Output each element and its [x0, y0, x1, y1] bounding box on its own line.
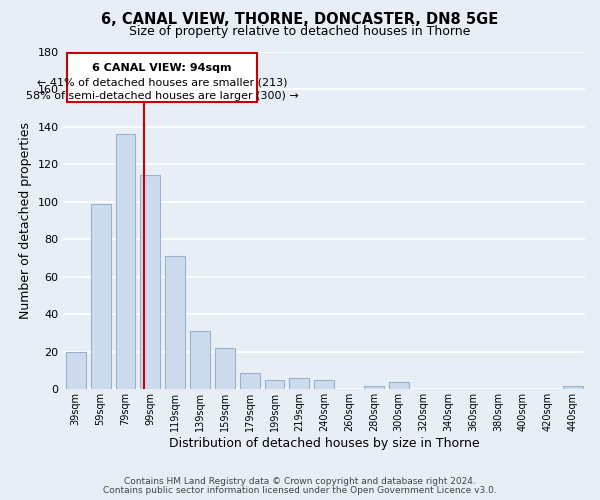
Bar: [389, 382, 409, 390]
X-axis label: Distribution of detached houses by size in Thorne: Distribution of detached houses by size …: [169, 437, 479, 450]
Bar: [314, 380, 334, 390]
Text: 58% of semi-detached houses are larger (300) →: 58% of semi-detached houses are larger (…: [26, 91, 298, 101]
Bar: [289, 378, 309, 390]
Bar: [140, 176, 160, 390]
Text: 6, CANAL VIEW, THORNE, DONCASTER, DN8 5GE: 6, CANAL VIEW, THORNE, DONCASTER, DN8 5G…: [101, 12, 499, 28]
Bar: [215, 348, 235, 390]
Text: Size of property relative to detached houses in Thorne: Size of property relative to detached ho…: [130, 25, 470, 38]
FancyBboxPatch shape: [67, 54, 257, 102]
Bar: [240, 372, 260, 390]
Bar: [190, 331, 210, 390]
Bar: [165, 256, 185, 390]
Bar: [91, 204, 110, 390]
Y-axis label: Number of detached properties: Number of detached properties: [19, 122, 32, 319]
Text: Contains HM Land Registry data © Crown copyright and database right 2024.: Contains HM Land Registry data © Crown c…: [124, 477, 476, 486]
Text: ← 41% of detached houses are smaller (213): ← 41% of detached houses are smaller (21…: [37, 78, 287, 88]
Text: 6 CANAL VIEW: 94sqm: 6 CANAL VIEW: 94sqm: [92, 63, 232, 73]
Bar: [364, 386, 384, 390]
Bar: [563, 386, 583, 390]
Bar: [265, 380, 284, 390]
Bar: [116, 134, 136, 390]
Text: Contains public sector information licensed under the Open Government Licence v3: Contains public sector information licen…: [103, 486, 497, 495]
Bar: [66, 352, 86, 390]
